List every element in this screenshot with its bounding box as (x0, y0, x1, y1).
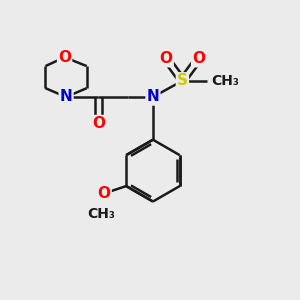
Text: CH₃: CH₃ (211, 74, 239, 88)
Text: O: O (58, 50, 71, 65)
Text: CH₃: CH₃ (87, 207, 115, 221)
Text: N: N (147, 89, 159, 104)
Text: O: O (98, 186, 111, 201)
Text: O: O (192, 51, 205, 66)
Text: S: S (177, 73, 188, 88)
Text: O: O (92, 116, 105, 131)
Text: N: N (60, 89, 73, 104)
Text: O: O (160, 51, 173, 66)
